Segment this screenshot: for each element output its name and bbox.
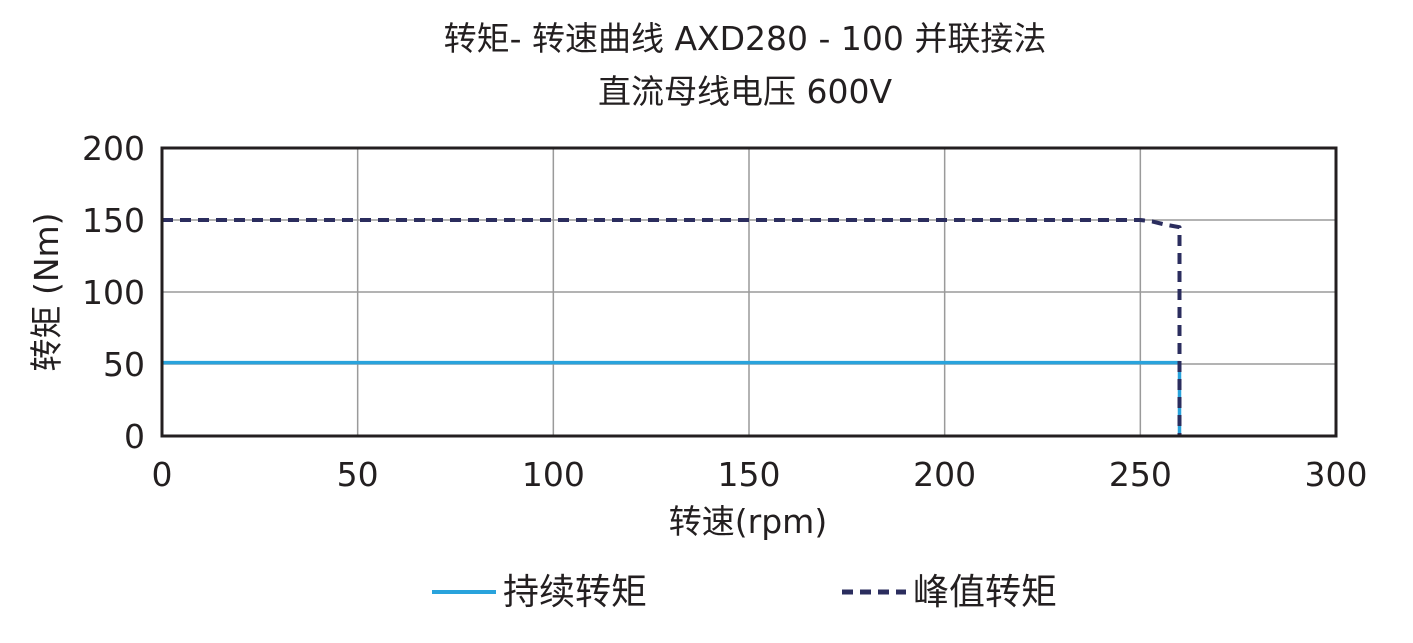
series-line-peak-torque	[162, 218, 1182, 436]
series-lines	[162, 218, 1182, 436]
y-tick-label: 150	[82, 201, 145, 240]
y-tick-label: 100	[82, 273, 145, 312]
chart-title: 转矩- 转速曲线 AXD280 - 100 并联接法	[444, 19, 1047, 58]
series-line-continuous-torque	[162, 360, 1182, 436]
grid-lines	[161, 147, 1337, 437]
x-tick-label: 200	[913, 455, 976, 494]
x-tick-label: 150	[718, 455, 781, 494]
legend: 持续转矩 峰值转矩	[432, 572, 1057, 613]
x-tick-label: 50	[337, 455, 379, 494]
y-tick-label: 0	[124, 417, 145, 456]
y-tick-label: 200	[82, 129, 145, 168]
x-axis-label: 转速(rpm)	[669, 502, 827, 541]
x-tick-label: 250	[1109, 455, 1172, 494]
chart-subtitle: 直流母线电压 600V	[598, 72, 892, 111]
legend-label: 持续转矩	[503, 572, 647, 613]
x-tick-label: 300	[1305, 455, 1368, 494]
y-tick-label: 50	[103, 345, 145, 384]
plot-frame	[160, 146, 1338, 438]
tick-labels: 0 50 100 150 200 250 300 0 50 100 150 200	[82, 129, 1368, 494]
x-tick-label: 0	[152, 455, 173, 494]
legend-label: 峰值转矩	[913, 572, 1057, 613]
x-tick-label: 100	[522, 455, 585, 494]
y-axis-label: 转矩 (Nm)	[27, 212, 66, 371]
